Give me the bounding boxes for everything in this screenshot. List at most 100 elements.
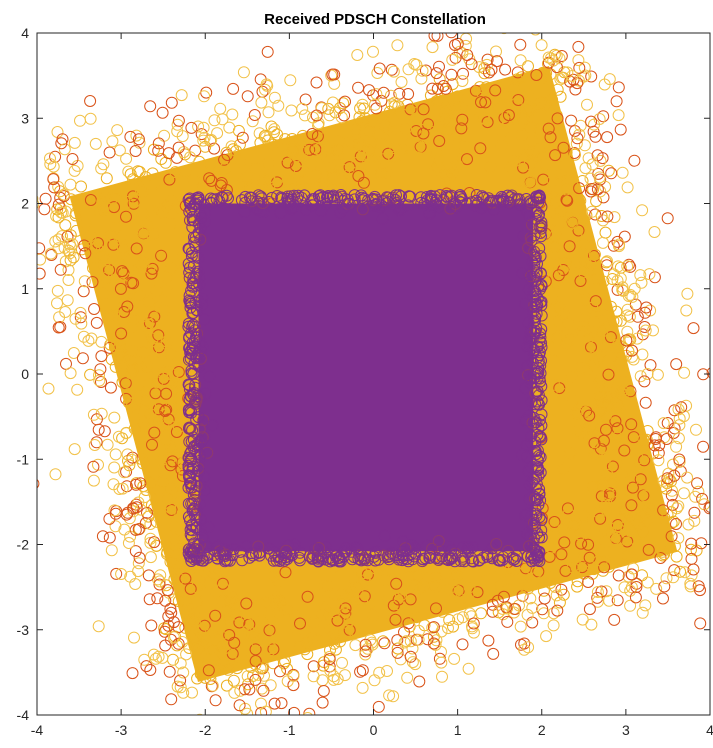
square-edge-point (527, 305, 540, 318)
square-edge-point (198, 313, 211, 326)
rotated-outlier-point (373, 62, 386, 75)
rotated-point (147, 143, 160, 156)
rotated-point (360, 577, 373, 590)
rotated-outlier-point (363, 84, 375, 97)
rotated-outlier-point (680, 304, 693, 317)
rotated-point (571, 236, 584, 249)
rotated-outlier-point (670, 440, 683, 453)
rotated-outlier-point (576, 613, 589, 626)
rotated-outlier-point (261, 45, 274, 58)
rotated-point (588, 248, 601, 261)
square-edge-point (184, 344, 197, 357)
x-tick-label: 3 (622, 722, 630, 738)
rotated-outlier-point (359, 645, 372, 658)
rotated-outlier-point (153, 575, 166, 588)
rotated-outlier-point (684, 577, 697, 590)
rotated-point (103, 341, 116, 354)
rotated-outlier-point (377, 86, 390, 99)
rotated-outlier-point (607, 239, 620, 252)
rotated-point (288, 609, 301, 622)
rotated-point (312, 594, 325, 607)
rotated-outlier-point (106, 135, 119, 148)
rotated-outlier-point (364, 633, 377, 646)
square-edge-point (528, 245, 541, 258)
rotated-outlier-point (594, 185, 607, 198)
rotated-outlier-point (142, 569, 155, 582)
square-edge-point (519, 297, 531, 310)
rotated-point (379, 574, 392, 586)
rotated-point (155, 249, 168, 262)
square-edge-point (535, 408, 548, 421)
rotated-outlier-point (49, 468, 62, 481)
rotated-point (146, 262, 159, 275)
rotated-outlier-point (387, 65, 400, 78)
rotated-outlier-point (473, 61, 486, 74)
rotated-outlier-point (585, 183, 598, 195)
rotated-point (115, 327, 128, 340)
rotated-point (537, 173, 550, 186)
rotated-point (318, 579, 331, 592)
rotated-point (605, 478, 618, 491)
rotated-point (544, 107, 557, 120)
square-edge-point (514, 198, 527, 211)
rotated-point (147, 178, 160, 191)
rotated-outlier-point (416, 64, 429, 77)
rotated-outlier-point (585, 70, 598, 83)
rotated-point (280, 149, 293, 162)
rotated-outlier-point (208, 142, 221, 155)
rotated-outlier-point (84, 95, 97, 107)
square-edge-point (191, 438, 204, 451)
square-edge-point (209, 545, 221, 557)
rotated-point (551, 223, 564, 236)
rotated-point (70, 207, 82, 220)
rotated-outlier-point (644, 359, 657, 372)
rotated-point (137, 256, 150, 269)
rotated-point (600, 408, 613, 421)
square-edge-point (432, 535, 445, 547)
rotated-point (168, 538, 181, 551)
rotated-outlier-point (95, 376, 107, 388)
square-edge-point (369, 545, 382, 558)
rotated-point (549, 149, 562, 162)
rotated-point (578, 565, 591, 577)
rotated-outlier-point (620, 334, 633, 347)
rotated-point (550, 332, 563, 345)
rotated-point (573, 182, 586, 195)
rotated-point (567, 519, 580, 531)
rotated-point (579, 256, 592, 269)
rotated-outlier-point (433, 60, 445, 73)
rotated-point (565, 114, 578, 127)
rotated-outlier-point (42, 382, 55, 395)
rotated-point (549, 300, 562, 313)
rotated-outlier-point (132, 557, 145, 570)
rotated-point (279, 566, 292, 579)
rotated-point (355, 141, 368, 153)
rotated-outlier-point (66, 238, 79, 251)
square-edge-point (252, 189, 265, 202)
rotated-point (114, 258, 127, 271)
rotated-outlier-point (689, 490, 702, 503)
rotated-point (557, 141, 570, 154)
rotated-point (576, 175, 589, 187)
rotated-point (117, 301, 130, 314)
rotated-point (568, 148, 581, 161)
rotated-outlier-point (621, 303, 634, 316)
square-edge-point (492, 554, 505, 567)
rotated-outlier-point (456, 638, 469, 651)
rotated-outlier-point (104, 381, 117, 394)
rotated-point (565, 237, 578, 250)
rotated-outlier-point (547, 619, 560, 632)
rotated-point (594, 389, 607, 402)
rotated-point (343, 168, 356, 181)
rotated-outlier-point (233, 699, 246, 712)
rotated-point (146, 204, 159, 217)
rotated-point (246, 627, 259, 640)
rotated-outlier-point (129, 145, 142, 157)
square-edge-point (531, 395, 544, 408)
square-edge-point (204, 196, 217, 209)
rotated-point (530, 69, 543, 81)
square-edge-point (535, 280, 548, 293)
rotated-point (327, 171, 340, 184)
rotated-outlier-point (197, 134, 210, 147)
rotated-point (524, 104, 537, 117)
